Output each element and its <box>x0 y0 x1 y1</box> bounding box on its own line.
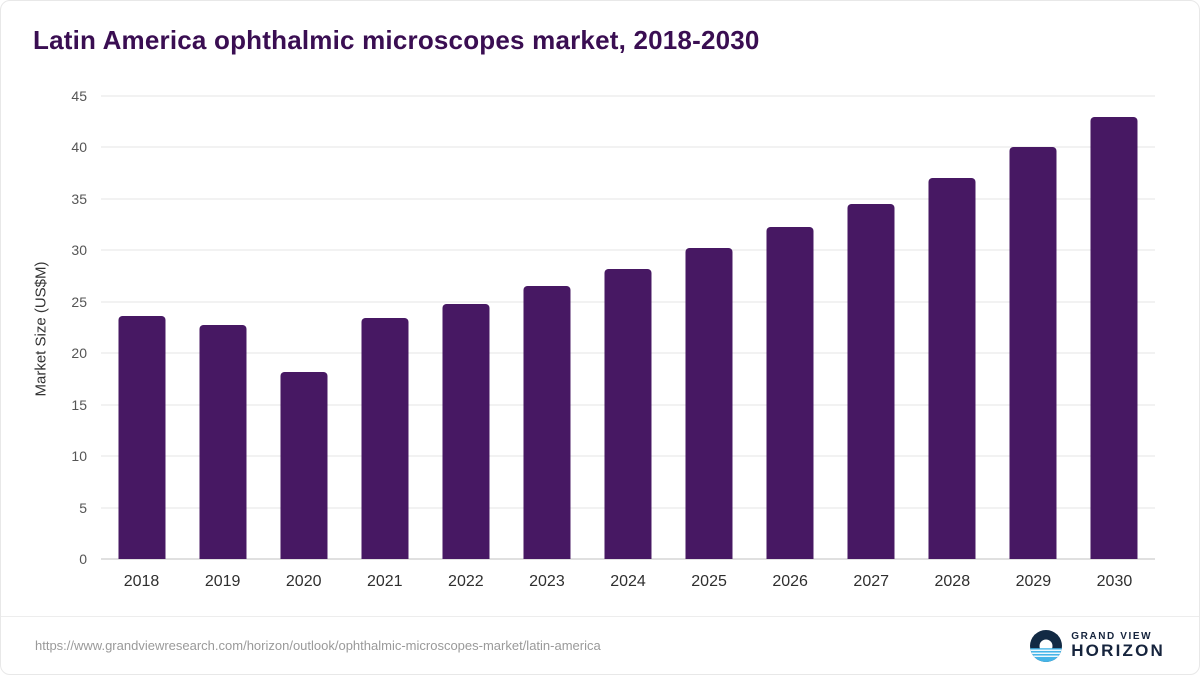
grand-view-horizon-logo: GRAND VIEW HORIZON <box>1030 629 1165 662</box>
x-tick-label: 2020 <box>285 573 322 590</box>
bar-2020 <box>280 371 328 559</box>
bar-2024 <box>604 268 652 559</box>
bar-2030 <box>1090 116 1138 559</box>
x-tick-label: 2025 <box>691 573 727 590</box>
logo-text-bottom: HORIZON <box>1071 640 1165 660</box>
x-tick-label: 2030 <box>1096 573 1133 590</box>
bar-2023 <box>523 286 571 559</box>
gridline <box>101 249 1155 251</box>
y-axis-title: Market Size (US$M) <box>32 261 50 397</box>
bar-2025 <box>685 248 733 559</box>
x-tick-label: 2028 <box>934 573 971 590</box>
x-tick-label: 2018 <box>123 573 160 590</box>
bar-2029 <box>1009 147 1057 559</box>
x-tick-label: 2029 <box>1015 573 1052 590</box>
gridline <box>101 198 1155 200</box>
x-axis-baseline <box>101 558 1155 560</box>
plot-area: 0 5 10 15 20 25 30 35 40 45 2018 2019 2020 2021 2022 20… <box>71 89 1155 590</box>
bar-2019 <box>199 325 247 559</box>
x-tick-label: 2023 <box>529 573 565 590</box>
x-tick-label: 2019 <box>204 573 241 590</box>
logo-text: GRAND VIEW HORIZON <box>1071 631 1165 661</box>
bar-2018 <box>118 316 166 559</box>
bar-2028 <box>928 178 976 559</box>
x-tick-label: 2024 <box>610 573 646 590</box>
x-tick-label: 2027 <box>853 573 890 590</box>
x-tick-label: 2026 <box>772 573 808 590</box>
bar-2022 <box>442 303 490 559</box>
bar-2026 <box>766 226 814 559</box>
page-title: Latin America ophthalmic microscopes mar… <box>33 25 760 55</box>
bar-2021 <box>361 318 409 559</box>
footer: https://www.grandviewresearch.com/horizo… <box>1 616 1199 674</box>
horizon-logo-icon <box>1030 629 1063 662</box>
gridline <box>101 146 1155 148</box>
x-tick-label: 2021 <box>366 573 403 590</box>
logo-text-top: GRAND VIEW <box>1071 630 1153 642</box>
gridline <box>101 95 1155 97</box>
x-tick-label: 2022 <box>448 573 484 590</box>
source-url: https://www.grandviewresearch.com/horizo… <box>35 638 601 653</box>
bar-2027 <box>847 204 895 559</box>
